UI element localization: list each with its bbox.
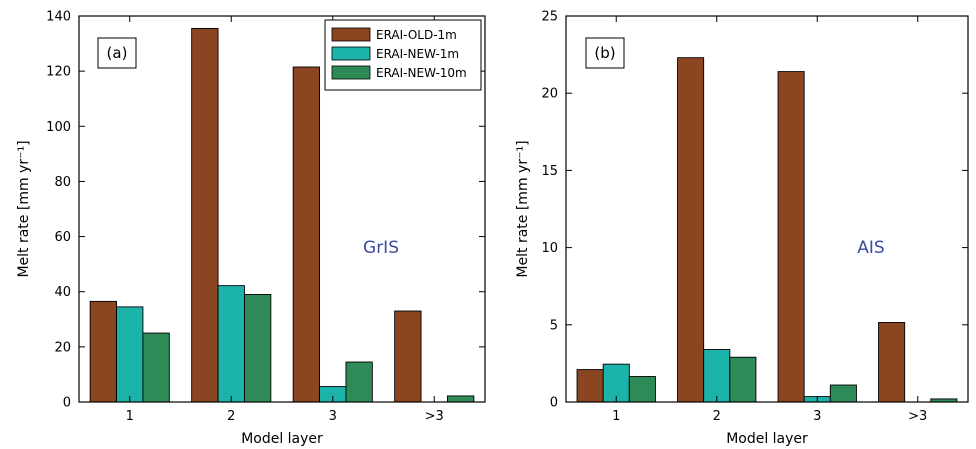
- panel-b-bar-erai-old-1m-layer-1: [576, 369, 604, 403]
- panel-a-y-axis-label: Melt rate [mm yr⁻¹]: [16, 140, 32, 277]
- panel-a-x-tick-label: 1: [126, 409, 134, 424]
- panel-b-y-tick-label: 5: [550, 318, 558, 333]
- panel-a-bar-erai-new-10m-layer-3: [345, 361, 373, 403]
- panel-b-y-tick-label: 15: [541, 164, 558, 179]
- panel-b-x-ticks: 1 2 3 >3: [612, 16, 927, 424]
- panel-a-bar-erai-new-1m-layer-1: [116, 306, 144, 403]
- panel-a-y-tick-label: 80: [54, 175, 71, 190]
- panel-b-bar-erai-old-1m-layer-2: [677, 57, 705, 403]
- panel-a-bar-erai-new-10m-layer-2: [243, 294, 272, 403]
- legend-label-erai-new-1m: ERAI-NEW-1m: [376, 47, 459, 61]
- legend: ERAI-OLD-1m ERAI-NEW-1m ERAI-NEW-10m: [324, 19, 482, 91]
- panel-b-x-tick-label: 1: [612, 409, 620, 424]
- panel-a-x-axis-label: Model layer: [241, 431, 323, 447]
- panel-b-x-tick-label: 2: [713, 409, 721, 424]
- panel-a-x-tick-label: 2: [227, 409, 235, 424]
- panel-b-y-tick-label: 20: [541, 87, 558, 102]
- panel-b-frame: [565, 15, 969, 403]
- legend-swatch-erai-new-10m: [331, 65, 371, 80]
- panel-b-y-tick-label: 10: [541, 241, 558, 256]
- panel-a-bar-erai-old-1m-layer-3: [292, 66, 321, 403]
- panel-b-bar-erai-old-1m-layer-4: [878, 322, 906, 403]
- panel-b-bar-erai-new-10m-layer-3: [829, 384, 857, 403]
- legend-label-erai-new-10m: ERAI-NEW-10m: [376, 66, 467, 80]
- panel-a-frame: [78, 15, 486, 403]
- panel-a-y-tick-label: 60: [54, 230, 71, 245]
- panel-b-bars: [576, 57, 958, 403]
- panel-a-x-tick-label: >3: [425, 409, 444, 424]
- panel-b-label-box: [585, 37, 625, 69]
- legend-swatch-erai-old-1m: [331, 27, 371, 42]
- panel-b-bar-erai-new-1m-layer-2: [703, 349, 731, 403]
- panel-a-bar-erai-new-10m-layer-4: [447, 395, 475, 403]
- panel-a-bar-erai-old-1m-layer-1: [89, 300, 118, 403]
- panel-a-y-tick-label: 100: [46, 120, 71, 135]
- panel-b-y-tick-label: 0: [550, 396, 558, 411]
- panel-a-gris: 0 20 40 60 80 100 120 140 1 2 3 >3 (a) GrIS Model …: [16, 10, 486, 447]
- panel-b-bar-erai-new-10m-layer-2: [729, 356, 757, 403]
- panel-a-bar-erai-new-1m-layer-2: [217, 285, 245, 403]
- panel-a-y-tick-label: 120: [46, 65, 71, 80]
- panel-b-x-axis-label: Model layer: [726, 431, 808, 447]
- panel-a-y-tick-label: 0: [63, 396, 71, 411]
- panel-a-bars: [89, 27, 475, 403]
- panel-a-bar-erai-old-1m-layer-4: [394, 310, 422, 403]
- panel-a-bar-erai-old-1m-layer-2: [191, 27, 219, 403]
- panel-a-label-box: [97, 37, 137, 69]
- panel-b-ais: 0 5 10 15 20 25 1 2 3 >3 (b) AIS Model layer Mel…: [515, 10, 969, 447]
- panel-a-y-tick-label: 40: [54, 285, 71, 300]
- panel-b-bar-erai-new-10m-layer-1: [628, 376, 656, 403]
- panel-b-x-tick-label: >3: [908, 409, 927, 424]
- panel-b-y-tick-label: 25: [541, 10, 558, 25]
- legend-label-erai-old-1m: ERAI-OLD-1m: [376, 28, 457, 42]
- panel-a-y-tick-label: 140: [46, 10, 71, 25]
- panel-b-bar-erai-old-1m-layer-3: [777, 71, 805, 403]
- panel-a-x-tick-label: 3: [329, 409, 337, 424]
- panel-b-label: (b): [594, 44, 615, 62]
- panel-a-bar-erai-new-10m-layer-1: [142, 332, 170, 403]
- panel-a-y-tick-label: 20: [54, 340, 71, 355]
- legend-swatch-erai-new-1m: [331, 46, 371, 61]
- panel-a-y-ticks: 0 20 40 60 80 100 120 140: [46, 10, 485, 411]
- panel-b-x-tick-label: 3: [813, 409, 821, 424]
- panel-b-y-axis-label: Melt rate [mm yr⁻¹]: [515, 140, 531, 277]
- panel-a-region-label: GrIS: [363, 238, 399, 258]
- panel-a-label: (a): [107, 44, 128, 62]
- panel-b-region-label: AIS: [857, 238, 884, 258]
- panel-b-plot-area: [566, 16, 968, 402]
